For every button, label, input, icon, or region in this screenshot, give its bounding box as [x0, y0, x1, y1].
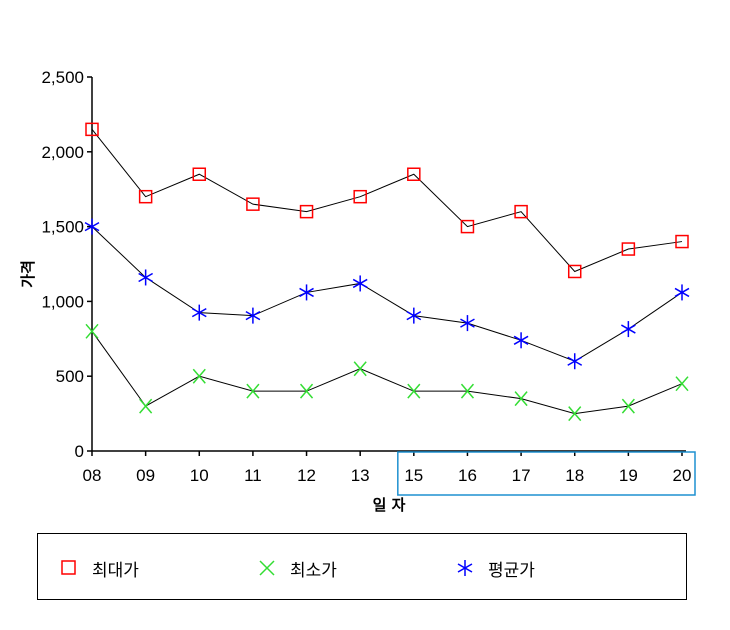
data-point-square: [675, 234, 689, 249]
series-line: [91, 129, 683, 273]
data-point-asterisk: [138, 269, 154, 286]
legend-asterisk-marker-icon: [457, 560, 473, 576]
data-point-x: [568, 406, 582, 422]
series-line: [91, 226, 683, 362]
y-ticks: 0 500 1,000 1,500 2,000 2,500: [41, 68, 92, 461]
legend-x-marker-icon: [259, 560, 275, 576]
x-tick-label: 15: [404, 466, 423, 485]
x-tick-label: 11: [244, 466, 262, 485]
data-point-square: [299, 204, 314, 219]
data-point-x: [299, 383, 314, 399]
x-tick-label: 09: [136, 466, 155, 485]
data-point-square: [85, 122, 99, 137]
series-layer: [84, 122, 690, 422]
data-point-x: [514, 391, 528, 407]
legend-item-max: 최대가: [60, 556, 139, 581]
series-0: [85, 122, 689, 279]
x-tick-label: 13: [351, 466, 370, 485]
data-point-x: [246, 383, 260, 399]
data-point-asterisk: [567, 353, 583, 370]
data-point-x: [460, 383, 475, 399]
y-tick-label: 0: [75, 442, 84, 461]
highlight-box: [397, 451, 696, 496]
legend-label-min: 최소가: [290, 560, 337, 581]
data-point-square: [192, 167, 207, 181]
series-line: [91, 331, 683, 415]
data-point-asterisk: [674, 284, 690, 301]
data-point-x: [353, 361, 367, 377]
data-point-x: [85, 323, 99, 339]
data-point-square: [353, 189, 367, 204]
x-axis-title: 일 자: [373, 496, 406, 514]
x-tick-label: 20: [673, 466, 692, 485]
y-axis-title: 가격: [19, 260, 37, 288]
x-ticks: 08 09 10 11 12 13 15 16 17 18 19 20: [83, 451, 692, 485]
series-2: [84, 218, 690, 370]
data-point-x: [621, 398, 635, 414]
x-tick-label: 12: [297, 466, 316, 485]
data-point-square: [514, 204, 528, 219]
data-point-asterisk: [245, 307, 261, 324]
x-tick-label: 17: [512, 466, 531, 485]
data-point-asterisk: [84, 218, 100, 235]
data-point-asterisk: [620, 321, 636, 338]
data-point-asterisk: [299, 284, 314, 301]
data-point-asterisk: [460, 315, 475, 332]
data-point-x: [675, 376, 689, 392]
x-tick-label: 10: [190, 466, 209, 485]
data-point-square: [138, 189, 153, 204]
x-tick-label: 18: [565, 466, 584, 485]
data-point-asterisk: [191, 304, 207, 321]
legend-item-avg: 평균가: [456, 556, 535, 581]
data-point-square: [407, 167, 421, 181]
line-chart: 0 500 1,000 1,500 2,000 2,500 08 09 10 11 12 13 15 1…: [19, 68, 696, 514]
legend-label-max: 최대가: [92, 560, 139, 581]
y-tick-label: 500: [56, 367, 84, 386]
legend-square-marker-icon: [61, 560, 76, 575]
data-point-x: [192, 368, 206, 384]
data-point-x: [407, 383, 421, 399]
y-tick-label: 2,000: [41, 143, 84, 162]
data-point-square: [246, 197, 260, 211]
data-point-square: [621, 242, 636, 256]
y-tick-label: 1,500: [41, 218, 84, 237]
y-tick-label: 1,000: [41, 292, 84, 311]
data-point-x: [139, 398, 153, 414]
chart-legend: 최대가 최소가 평균가: [37, 533, 687, 600]
data-point-asterisk: [406, 307, 422, 324]
chart-axes: [91, 77, 686, 452]
data-point-asterisk: [352, 275, 368, 292]
series-1: [85, 323, 689, 422]
legend-item-min: 최소가: [258, 556, 337, 581]
x-tick-label: 08: [83, 466, 102, 485]
data-point-square: [567, 264, 582, 279]
x-tick-label: 19: [619, 466, 638, 485]
y-tick-label: 2,500: [41, 68, 84, 87]
legend-label-avg: 평균가: [488, 560, 535, 581]
data-point-square: [460, 219, 475, 234]
x-tick-label: 16: [458, 466, 477, 485]
data-point-asterisk: [513, 332, 529, 349]
